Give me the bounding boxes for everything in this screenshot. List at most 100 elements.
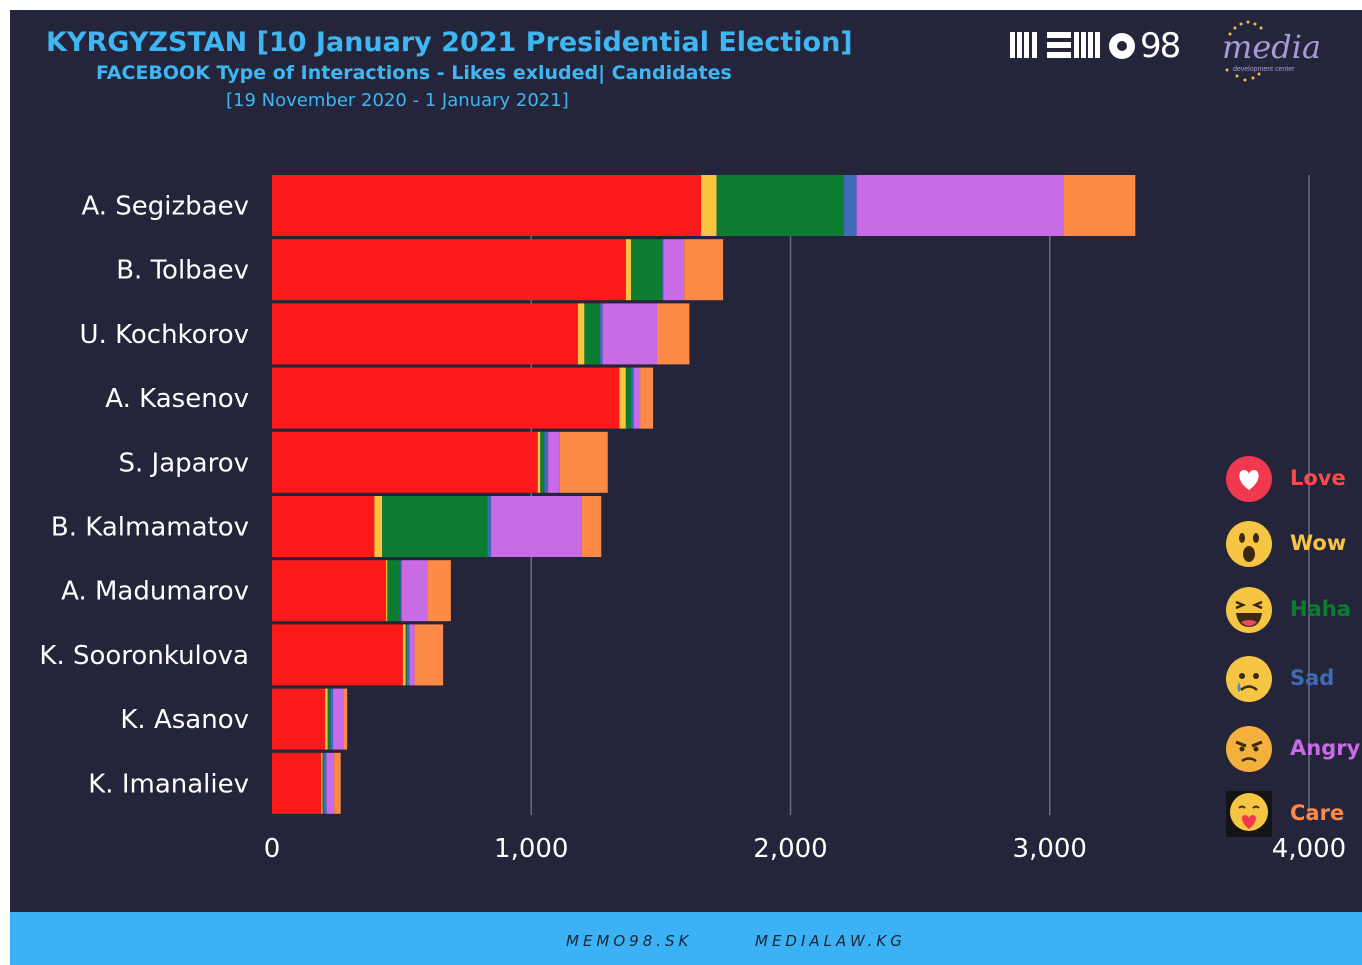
footer-link-memo98[interactable]: MEMO98.SK <box>566 932 693 950</box>
bar-segment-haha <box>584 303 600 365</box>
bar-segment-care <box>581 496 602 557</box>
bar-segment-angry <box>856 175 1065 236</box>
bar-segment-wow <box>402 624 406 686</box>
bar-segment-sad <box>544 431 549 493</box>
media-logo-word: media <box>1222 28 1322 66</box>
bar-segment-angry <box>409 624 415 686</box>
bar-segment-haha <box>382 496 488 557</box>
legend-label-angry: Angry <box>1290 736 1361 760</box>
category-label: K. Asanov <box>120 705 249 735</box>
bar-segment-love <box>272 752 322 814</box>
bar-segment-haha <box>625 367 632 429</box>
x-tick-label: 0 <box>264 834 281 864</box>
heart-icon <box>1226 456 1272 502</box>
bar-segment-care <box>414 624 444 686</box>
category-label: B. Kalmamatov <box>51 513 249 543</box>
bar-segment-haha <box>716 175 844 236</box>
category-label: B. Tolbaev <box>116 256 249 286</box>
bar-segment-love <box>272 688 326 750</box>
legend-item-sad: Sad <box>1218 654 1358 704</box>
bar-segment-love <box>272 239 626 301</box>
bar-segment-wow <box>537 431 541 493</box>
footer-bar: MEMO98.SK MEDIALAW.KG <box>10 912 1362 965</box>
haha-emoji-icon <box>1226 587 1272 633</box>
memo-logo-text: 98 <box>1140 26 1181 66</box>
chart-title: KYRGYZSTAN [10 January 2021 Presidential… <box>46 27 853 58</box>
bar-segment-sad <box>406 624 410 686</box>
bar-segment-wow <box>374 496 383 557</box>
category-labels: A. Segizbaev B. Tolbaev U. Kochkorov A. Kas… <box>39 192 249 800</box>
memo98-logo: 98 <box>1010 26 1190 66</box>
bar-segment-care <box>640 367 654 429</box>
memo-logo-mark <box>1010 32 1135 59</box>
bar-segment-love <box>272 303 578 365</box>
bar-segment-care <box>334 752 341 814</box>
legend-label-care: Care <box>1290 801 1345 825</box>
legend-label-love: Love <box>1290 466 1346 490</box>
bars <box>272 175 1136 814</box>
bar-segment-angry <box>663 239 685 301</box>
bar-segment-wow <box>625 239 632 301</box>
care-emoji-icon <box>1226 791 1272 837</box>
bar-segment-haha <box>327 688 331 750</box>
legend-item-haha: Haha <box>1218 585 1358 635</box>
bar-segment-care <box>559 431 608 493</box>
bar-segment-sad <box>400 560 402 622</box>
bar-segment-angry <box>633 367 641 429</box>
bar-segment-angry <box>491 496 582 557</box>
bar-segment-wow <box>386 560 388 622</box>
bar-segment-sad <box>330 688 333 750</box>
bar-segment-angry <box>401 560 428 622</box>
bar-segment-sad <box>487 496 492 557</box>
angry-emoji-icon <box>1226 726 1272 772</box>
chart-subtitle: FACEBOOK Type of Interactions - Likes ex… <box>96 62 732 84</box>
bar-segment-haha <box>540 431 545 493</box>
bar-segment-care <box>427 560 451 622</box>
category-label: A. Segizbaev <box>81 192 249 222</box>
bar-segment-wow <box>701 175 717 236</box>
bar-segment-sad <box>662 239 664 301</box>
bar-segment-sad <box>599 303 603 365</box>
category-label: A. Kasenov <box>105 384 249 414</box>
bar-segment-sad <box>631 367 634 429</box>
x-axis-ticks: 0 1,000 2,000 3,000 4,000 <box>264 834 1346 864</box>
legend: Love Wow Haha Sad <box>1218 450 1361 840</box>
media-logo-subtext: development center <box>1233 66 1295 73</box>
bar-segment-sad <box>843 175 857 236</box>
legend-label-sad: Sad <box>1290 666 1335 690</box>
bar-segment-haha <box>322 752 324 814</box>
bar-segment-haha <box>631 239 663 301</box>
bar-segment-love <box>272 496 375 557</box>
legend-item-angry: Angry <box>1218 724 1361 774</box>
x-tick-label: 3,000 <box>1013 834 1087 864</box>
x-tick-label: 2,000 <box>753 834 827 864</box>
bar-segment-sad <box>323 752 327 814</box>
legend-label-wow: Wow <box>1290 531 1347 555</box>
bar-segment-love <box>272 175 702 236</box>
category-label: A. Madumarov <box>61 577 249 607</box>
bar-segment-love <box>272 431 538 493</box>
bar-segment-love <box>272 367 620 429</box>
footer-link-medialaw[interactable]: MEDIALAW.KG <box>755 932 906 950</box>
legend-item-love: Love <box>1218 454 1358 504</box>
bar-segment-haha <box>405 624 407 686</box>
legend-item-wow: Wow <box>1218 519 1358 569</box>
bar-segment-angry <box>548 431 560 493</box>
legend-item-care: Care <box>1218 789 1358 839</box>
bar-segment-care <box>656 303 690 365</box>
category-label: K. Sooronkulova <box>39 641 249 671</box>
category-label: K. Imanaliev <box>88 769 249 799</box>
bar-segment-wow <box>577 303 585 365</box>
bar-segment-love <box>272 560 387 622</box>
bar-segment-angry <box>332 688 344 750</box>
logo-stars-icon <box>1225 20 1263 82</box>
sad-emoji-icon <box>1226 656 1272 702</box>
bar-segment-angry <box>602 303 657 365</box>
bar-segment-haha <box>387 560 401 622</box>
wow-emoji-icon <box>1226 521 1272 567</box>
bar-segment-care <box>1064 175 1136 236</box>
bar-segment-wow <box>321 752 323 814</box>
bar-segment-care <box>684 239 724 301</box>
bar-segment-love <box>272 624 403 686</box>
